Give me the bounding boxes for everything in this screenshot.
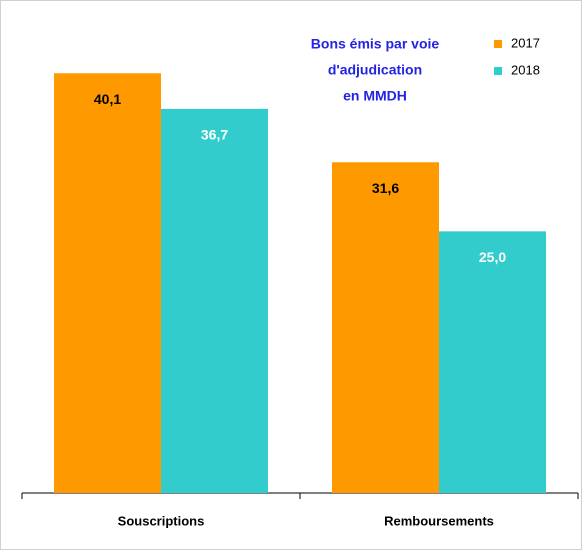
x-tick-label: Souscriptions <box>118 513 205 528</box>
legend-label: 2017 <box>511 35 540 50</box>
chart-title: en MMDH <box>343 88 407 104</box>
x-tick-label: Remboursements <box>384 513 494 528</box>
legend-swatch <box>494 67 502 75</box>
value-label: 31,6 <box>372 180 399 196</box>
bar <box>161 108 268 493</box>
chart-title: d'adjudication <box>328 62 422 78</box>
value-label: 40,1 <box>94 91 121 107</box>
bar <box>54 73 161 493</box>
bar <box>439 231 546 494</box>
value-label: 36,7 <box>201 127 228 143</box>
legend-swatch <box>494 40 502 48</box>
bar <box>332 162 439 493</box>
chart-title: Bons émis par voie <box>311 36 440 52</box>
value-label: 25,0 <box>479 249 506 265</box>
legend-label: 2018 <box>511 62 540 77</box>
